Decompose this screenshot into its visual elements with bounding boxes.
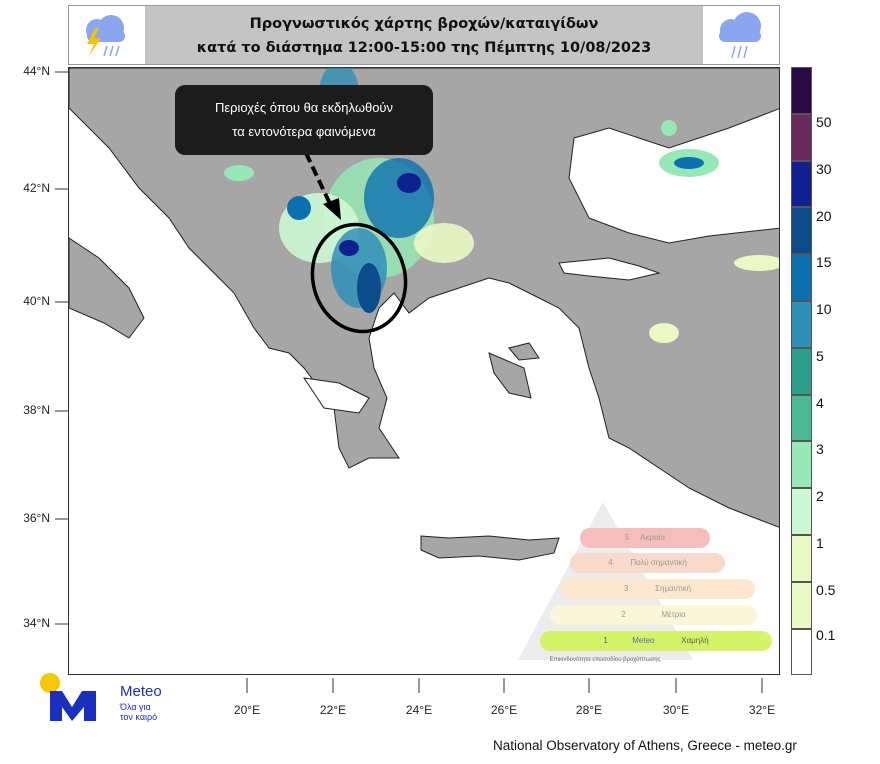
logo-name: Meteo bbox=[120, 683, 162, 700]
colorbar-label: 20 bbox=[816, 208, 832, 224]
risk-level-5: 5 Ακραία bbox=[580, 528, 710, 548]
highlight-circle bbox=[310, 222, 408, 334]
colorbar-segment bbox=[791, 300, 812, 348]
credit-text: National Observatory of Athens, Greece -… bbox=[493, 738, 797, 753]
colorbar-label: 0.5 bbox=[816, 582, 836, 598]
lat-tick: 34°N bbox=[23, 616, 50, 630]
colorbar-label: 30 bbox=[816, 161, 832, 177]
colorbar-label: 2 bbox=[816, 488, 824, 504]
lon-tick: 28°E bbox=[575, 703, 603, 717]
colorbar-segment bbox=[791, 488, 812, 535]
annotation-line-2: τα εντονότερα φαινόμενα bbox=[232, 124, 376, 139]
logo-tagline: Όλα για bbox=[120, 702, 151, 712]
lon-tick: 30°E bbox=[662, 703, 690, 717]
lat-tick: 40°N bbox=[23, 294, 50, 308]
map-title: Προγνωστικός χάρτης βροχών/καταιγίδων κα… bbox=[145, 12, 703, 60]
colorbar-label: 50 bbox=[816, 114, 832, 130]
colorbar-label: 0.1 bbox=[816, 627, 836, 643]
colorbar-segment bbox=[791, 67, 812, 114]
colorbar-segment bbox=[791, 254, 812, 301]
risk-level-1: 1 Meteo Χαμηλή bbox=[540, 631, 772, 651]
lesvos-island bbox=[508, 342, 540, 361]
sea-of-marmara bbox=[558, 257, 661, 281]
lon-tick: 24°E bbox=[405, 703, 433, 717]
risk-level-2: 2 Μέτρια bbox=[550, 605, 757, 625]
lat-tick: 42°N bbox=[23, 181, 50, 195]
colorbar-label: 1 bbox=[816, 535, 824, 551]
colorbar-segment bbox=[791, 207, 812, 255]
risk-level-legend: 5 Ακραία 4 Πολύ σημαντική 3 Σημαντική 2 … bbox=[515, 500, 780, 670]
annotation-box: Περιοχές όπου θα εκδηλωθούν τα εντονότερ… bbox=[175, 85, 433, 155]
lon-tick: 20°E bbox=[233, 703, 261, 717]
logo-tagline: τον καιρό bbox=[120, 712, 158, 722]
colorbar-segment bbox=[791, 534, 812, 582]
map-canvas bbox=[69, 68, 779, 561]
rain-cloud-icon bbox=[703, 6, 779, 64]
colorbar-segment bbox=[791, 581, 812, 629]
colorbar-label: 5 bbox=[816, 348, 824, 364]
colorbar-segment bbox=[791, 113, 812, 161]
colorbar-segment bbox=[791, 394, 812, 442]
map-header: Προγνωστικός χάρτης βροχών/καταιγίδων κα… bbox=[68, 5, 780, 65]
title-line-2: κατά το διάστημα 12:00-15:00 της Πέμπτης… bbox=[196, 40, 652, 56]
colorbar-label: 15 bbox=[816, 254, 832, 270]
lon-tick: 32°E bbox=[748, 703, 776, 717]
lon-tick: 26°E bbox=[490, 703, 518, 717]
balkans-turkey-land bbox=[69, 68, 779, 528]
colorbar-segment bbox=[791, 441, 812, 489]
thunderstorm-cloud-icon bbox=[69, 6, 145, 64]
risk-legend-caption: Επικινδυνότητα επεισοδίου βροχόπτωσης bbox=[549, 657, 661, 663]
crete-island bbox=[420, 535, 560, 561]
lon-tick: 22°E bbox=[319, 703, 347, 717]
lat-tick: 36°N bbox=[23, 511, 50, 525]
evia-island bbox=[488, 352, 532, 399]
colorbar-label: 10 bbox=[816, 301, 832, 317]
land bbox=[69, 68, 779, 561]
colorbar-segment bbox=[791, 628, 812, 676]
colorbar-label: 4 bbox=[816, 395, 824, 411]
arrow-icon bbox=[304, 152, 341, 220]
annotation-line-1: Περιοχές όπου θα εκδηλωθούν bbox=[214, 100, 394, 115]
lat-tick: 44°N bbox=[23, 64, 50, 78]
risk-level-4: 4 Πολύ σημαντική bbox=[570, 553, 725, 573]
precipitation-map bbox=[68, 67, 780, 675]
colorbar-segment bbox=[791, 160, 812, 208]
colorbar bbox=[791, 67, 812, 676]
title-line-1: Προγνωστικός χάρτης βροχών/καταιγίδων bbox=[249, 16, 599, 32]
lat-tick: 38°N bbox=[23, 403, 50, 417]
risk-level-3: 3 Σημαντική bbox=[560, 579, 755, 599]
colorbar-label: 3 bbox=[816, 441, 824, 457]
meteo-logo: Meteo Όλα για τον καιρό bbox=[38, 673, 162, 728]
colorbar-segment bbox=[791, 347, 812, 395]
italy-heel-land bbox=[69, 237, 145, 339]
corinthian-gulf bbox=[302, 377, 370, 414]
